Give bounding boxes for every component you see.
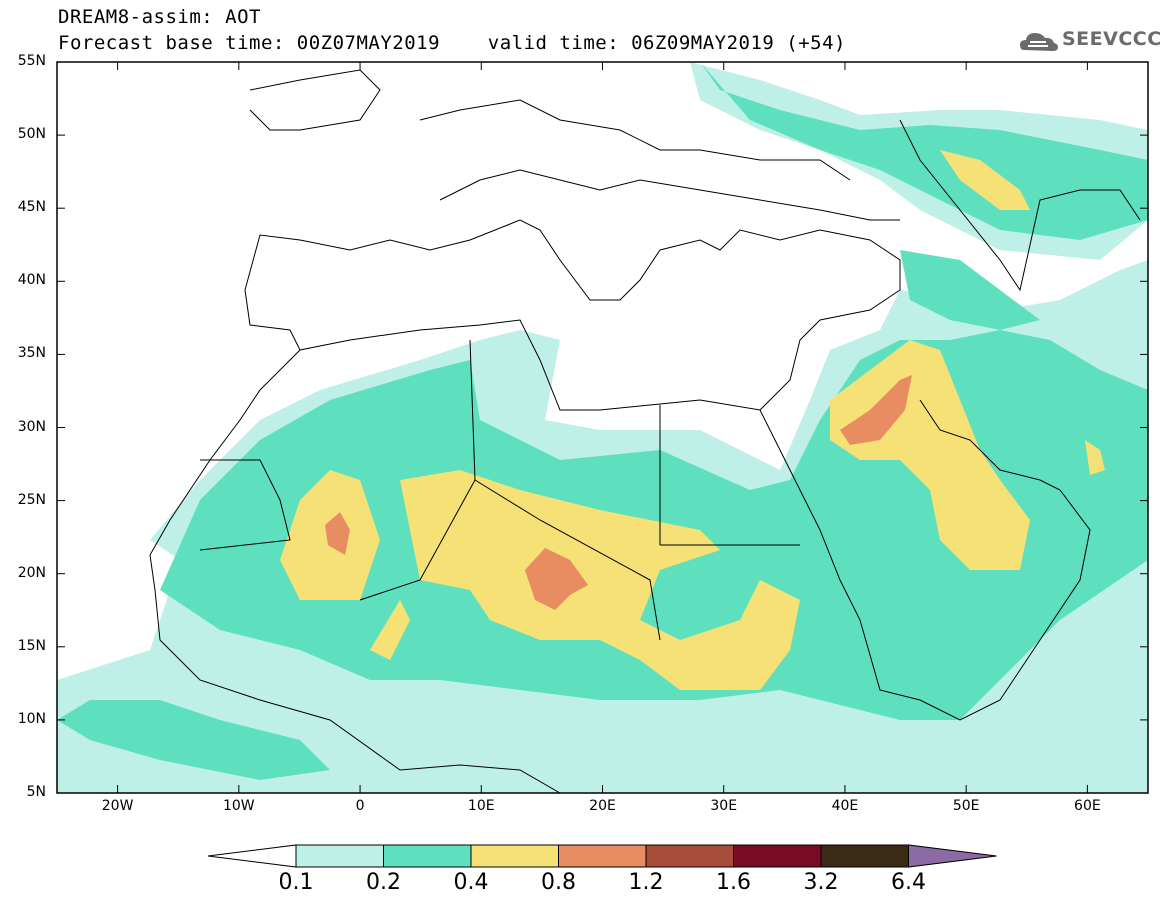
lon-label: 50E: [952, 798, 980, 814]
colorbar-label: 0.4: [453, 870, 489, 895]
lat-label: 30N: [17, 418, 46, 435]
colorbar-segment: [295, 844, 384, 868]
colorbar-segment: [733, 844, 822, 868]
coastlines: [149, 69, 1141, 793]
colorbar-label: 0.1: [278, 870, 314, 895]
colorbar-label: 6.4: [891, 870, 926, 895]
logo-text: SEEVCCC: [1062, 28, 1162, 50]
colorbar-segment: [383, 844, 472, 868]
colorbar-label: 0.2: [366, 870, 401, 895]
lat-label: 20N: [17, 564, 46, 581]
lat-label: 5N: [26, 784, 46, 800]
colorbar-segment: [470, 844, 559, 868]
axis-ticks: [57, 61, 1148, 794]
colorbar-label: 1.6: [716, 870, 751, 895]
lat-label: 50N: [17, 126, 46, 143]
lat-label: 25N: [17, 491, 46, 508]
colorbar-label: 0.8: [541, 870, 576, 895]
lon-label: 60E: [1074, 798, 1101, 814]
lon-label: 20E: [589, 798, 616, 814]
chart-subtitle: Forecast base time: 00Z07MAY2019 valid t…: [58, 32, 846, 54]
colorbar-segment: [820, 844, 909, 868]
lon-label: 10E: [467, 798, 495, 814]
cloud-icon: [1020, 33, 1058, 51]
lon-label: 20W: [101, 798, 134, 814]
colorbar-lower-arrow: [207, 844, 297, 868]
colorbar-segment: [558, 844, 647, 868]
lat-label: 15N: [17, 637, 46, 654]
colorbar-segment: [645, 844, 734, 868]
colorbar-label: 3.2: [803, 870, 839, 895]
colorbar-label: 1.2: [628, 870, 664, 895]
lat-label: 55N: [17, 53, 46, 69]
lat-label: 10N: [17, 710, 46, 727]
lat-label: 35N: [17, 345, 46, 362]
colorbar-upper-arrow: [908, 844, 997, 868]
lon-label: 10W: [222, 798, 255, 814]
chart-title: DREAM8-assim: AOT: [58, 6, 261, 28]
lat-label: 40N: [17, 272, 46, 289]
lon-label: 0: [355, 798, 365, 814]
lon-label: 30E: [710, 798, 738, 814]
lat-label: 45N: [17, 199, 46, 216]
colorbar: [207, 844, 997, 868]
lon-label: 40E: [831, 798, 859, 814]
aot-field: [57, 62, 1148, 793]
